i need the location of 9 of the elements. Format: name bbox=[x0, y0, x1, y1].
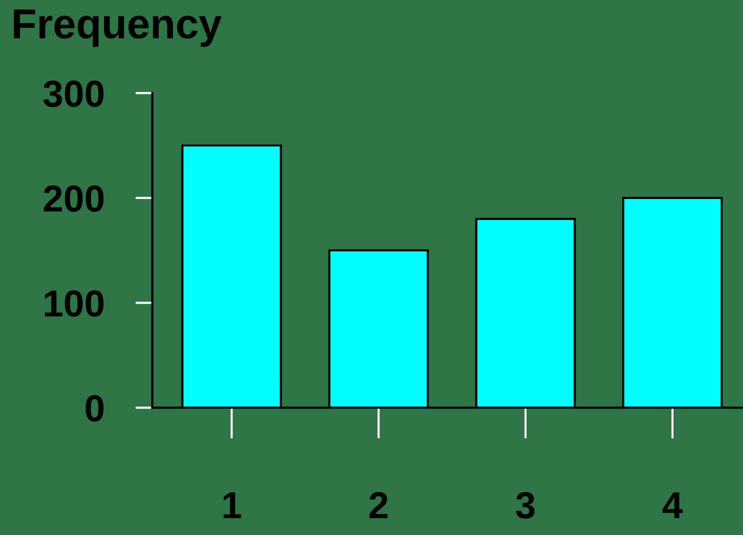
x-tick-label: 1 bbox=[224, 492, 242, 518]
y-tick-label: 100 bbox=[44, 290, 104, 317]
y-tick-label: 200 bbox=[44, 185, 104, 212]
x-tick-label: 4 bbox=[662, 492, 683, 518]
y-tick-label: 0 bbox=[86, 395, 104, 422]
y-axis-title: Frequency bbox=[14, 10, 222, 47]
y-tick-label: 300 bbox=[43, 80, 104, 108]
x-tick-label: 2 bbox=[369, 492, 388, 518]
x-tick-label: 3 bbox=[516, 492, 535, 519]
